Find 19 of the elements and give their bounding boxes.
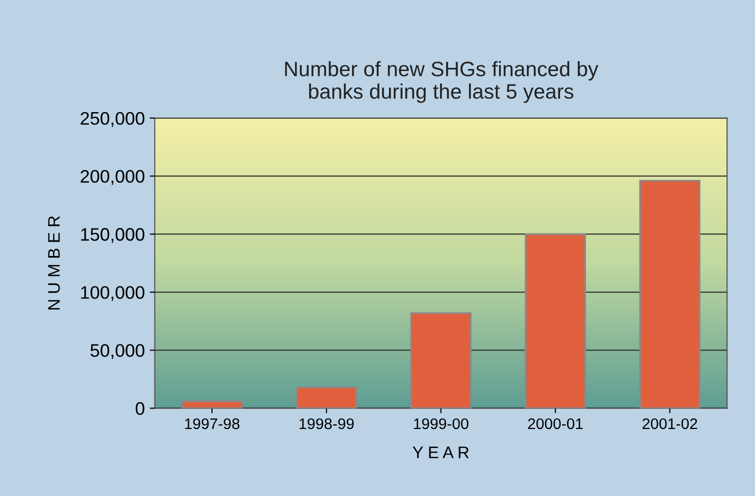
x-tick-label: 2001-02	[642, 418, 698, 430]
bar	[296, 386, 358, 408]
x-tick-label: 1997-98	[185, 418, 240, 430]
y-tick-label: 150,000	[81, 228, 144, 243]
x-tick-label: 2000-01	[528, 418, 583, 430]
y-tick-label: 100,000	[81, 286, 144, 301]
x-axis-title: Y E A R	[412, 446, 469, 458]
bar	[639, 180, 700, 408]
bar	[410, 312, 472, 408]
bar	[181, 400, 243, 408]
x-tick-label: 1999-00	[414, 418, 468, 430]
x-tick-label: 1998-99	[300, 418, 354, 430]
chart-title: Number of new SHGs financed by banks during the last 5 years	[285, 61, 598, 103]
y-tick-label: 200,000	[80, 170, 144, 185]
y-axis-title: N U M B E R	[48, 216, 60, 310]
y-tick-label: 50,000	[90, 344, 144, 360]
y-tick-label: 0	[136, 402, 144, 415]
bar	[524, 233, 586, 408]
y-tick-label: 250,000	[80, 112, 144, 127]
